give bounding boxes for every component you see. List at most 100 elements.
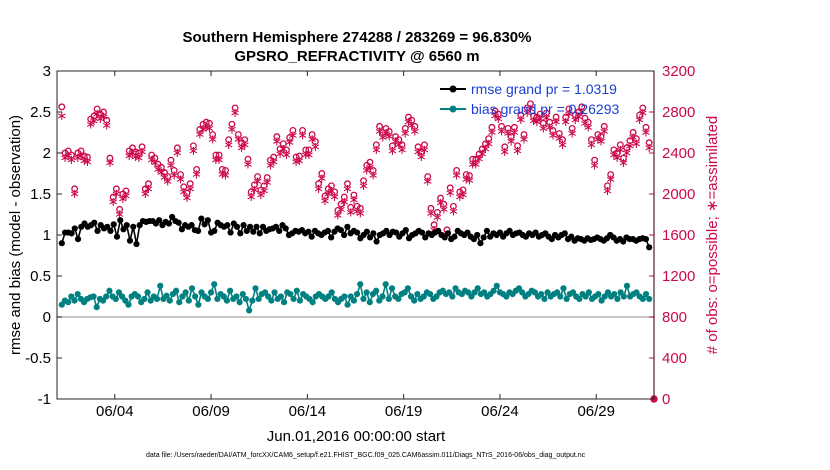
obs-assimilated-marker: ∗ <box>92 107 103 122</box>
bias-point <box>646 295 653 303</box>
bias-point <box>71 297 78 304</box>
obs-possible-marker <box>498 122 505 130</box>
rmse-point <box>91 219 98 226</box>
bias-point <box>538 290 545 298</box>
obs-assimilated-marker: ∗ <box>60 151 71 166</box>
bias-point <box>541 295 548 303</box>
obs-assimilated-marker: ∗ <box>297 129 308 144</box>
rmse-point <box>282 225 289 232</box>
obs-assimilated-marker: ∗ <box>329 190 340 205</box>
rmse-point <box>113 233 121 240</box>
obs-assimilated-marker: ∗ <box>567 127 578 142</box>
obs-possible-marker <box>276 145 284 153</box>
obs-assimilated-marker: ∗ <box>467 157 478 172</box>
obs-assimilated-marker: ∗ <box>63 149 74 164</box>
obs-assimilated-marker: ∗ <box>416 150 427 165</box>
obs-possible-marker <box>286 134 294 142</box>
obs-assimilated-marker: ∗ <box>483 137 494 152</box>
obs-possible-marker <box>318 170 326 177</box>
obs-assimilated-marker: ∗ <box>563 107 574 122</box>
bias-point <box>350 297 358 304</box>
obs-assimilated-marker: ∗ <box>121 189 132 204</box>
obs-assimilated-marker: ∗ <box>159 171 170 186</box>
bias-point <box>373 287 380 294</box>
obs-assimilated-marker: ∗ <box>400 127 411 142</box>
obs-possible-marker <box>103 116 111 124</box>
rmse-point <box>324 227 332 234</box>
bias-point <box>366 299 373 306</box>
bias-point <box>277 293 284 300</box>
bias-point <box>585 289 592 296</box>
obs-assimilated-marker: ∗ <box>377 131 388 146</box>
obs-possible-marker <box>100 108 107 116</box>
obs-possible-marker <box>283 146 290 154</box>
bias-point <box>341 293 348 300</box>
obs-possible-marker <box>366 158 374 166</box>
bias-point <box>144 289 151 296</box>
obs-possible-marker <box>539 119 547 127</box>
obs-possible-marker <box>478 145 486 153</box>
footnote: data file: /Users/raeder/DAI/ATM_forcXX/… <box>146 452 586 459</box>
bias-point <box>623 282 631 289</box>
rmse-point <box>68 230 75 237</box>
obs-possible-marker <box>440 200 448 208</box>
bias-point <box>242 295 250 303</box>
rmse-point <box>373 238 380 245</box>
obs-possible-marker <box>344 180 351 188</box>
obs-assimilated-marker: ∗ <box>165 158 176 173</box>
obs-assimilated-marker: ∗ <box>486 125 497 140</box>
obs-possible-marker <box>183 189 191 197</box>
bias-point <box>163 292 170 299</box>
obs-possible-marker <box>565 105 573 113</box>
obs-assimilated-marker: ∗ <box>496 124 507 139</box>
rmse-point <box>246 223 254 230</box>
obs-assimilated-marker: ∗ <box>323 187 334 202</box>
obs-assimilated-marker: ∗ <box>339 195 350 210</box>
bias-point <box>255 295 262 303</box>
obs-possible-marker <box>395 136 403 144</box>
obs-possible-marker <box>421 141 428 149</box>
obs-assimilated-marker: ∗ <box>316 172 327 187</box>
obs-assimilated-marker: ∗ <box>188 144 199 159</box>
y-right-tick-label: 0 <box>662 391 670 408</box>
rmse-point <box>227 229 234 236</box>
obs-possible-marker <box>215 151 223 159</box>
rmse-point <box>276 227 283 234</box>
obs-possible-marker <box>398 141 406 149</box>
obs-possible-marker <box>408 116 416 124</box>
bias-point <box>595 290 602 298</box>
obs-assimilated-marker: ∗ <box>300 148 311 163</box>
bias-point <box>207 289 215 296</box>
obs-possible-marker <box>488 123 496 131</box>
obs-assimilated-marker: ∗ <box>631 137 642 152</box>
obs-assimilated-marker: ∗ <box>198 122 209 137</box>
obs-assimilated-marker: ∗ <box>560 115 571 130</box>
obs-possible-marker <box>388 142 396 150</box>
obs-assimilated-marker: ∗ <box>557 138 568 153</box>
obs-assimilated-marker: ∗ <box>194 128 205 143</box>
rmse-point <box>363 228 370 235</box>
obs-possible-marker <box>273 133 281 141</box>
obs-assimilated-marker: ∗ <box>114 207 125 222</box>
obs-possible-marker <box>417 148 425 156</box>
obs-assimilated-marker: ∗ <box>69 187 80 202</box>
obs-assimilated-marker: ∗ <box>618 156 629 171</box>
bias-point <box>103 293 110 300</box>
obs-assimilated-marker: ∗ <box>599 124 610 139</box>
obs-possible-marker <box>613 149 621 157</box>
obs-possible-marker <box>465 172 473 179</box>
obs-assimilated-marker: ∗ <box>589 158 600 173</box>
obs-assimilated-marker: ∗ <box>326 184 337 199</box>
obs-assimilated-marker: ∗ <box>525 102 536 117</box>
rmse-point <box>250 228 257 235</box>
bias-point <box>239 290 246 298</box>
bias-point <box>90 293 97 300</box>
obs-assimilated-marker: ∗ <box>454 190 465 205</box>
obs-possible-marker <box>645 139 653 147</box>
obs-possible-marker <box>632 135 640 143</box>
rmse-point <box>444 230 452 237</box>
obs-possible-marker <box>530 112 538 120</box>
obs-possible-marker <box>446 184 454 192</box>
obs-assimilated-marker: ∗ <box>243 157 254 172</box>
obs-possible-marker <box>414 143 422 151</box>
